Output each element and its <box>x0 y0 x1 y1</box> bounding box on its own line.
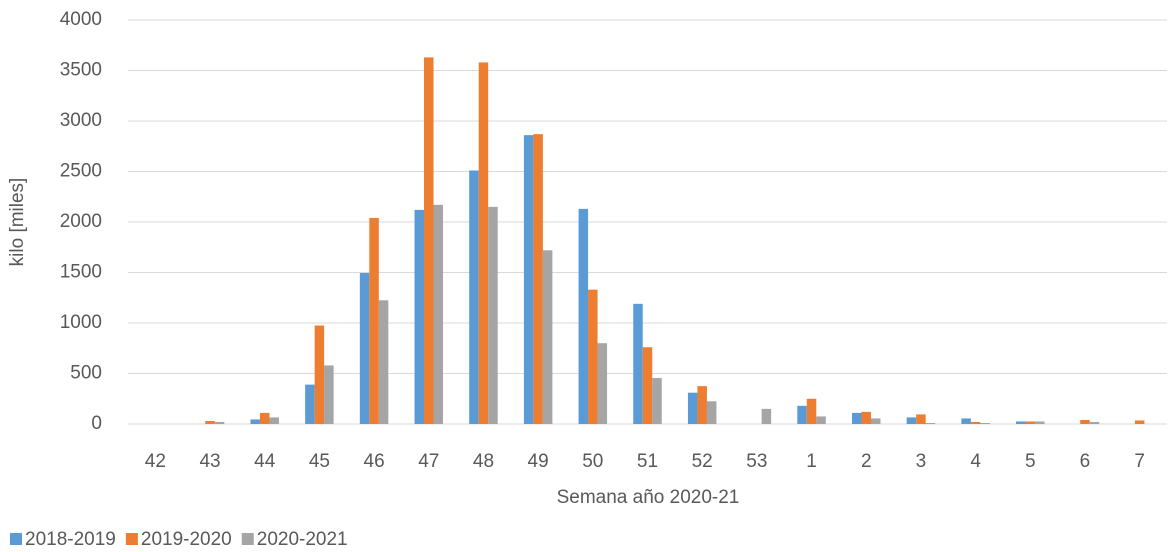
bar <box>478 62 489 425</box>
bar <box>970 421 981 424</box>
x-tick-label: 50 <box>582 451 603 472</box>
bar <box>687 392 698 424</box>
y-tick-label: 3000 <box>60 110 102 131</box>
x-tick-label: 51 <box>637 451 658 472</box>
bar <box>424 57 434 425</box>
bar <box>633 303 643 424</box>
bar <box>906 417 917 424</box>
bar <box>314 325 325 424</box>
bar <box>1016 421 1026 424</box>
y-tick-label: 2000 <box>60 211 102 232</box>
bar <box>861 411 871 424</box>
bar <box>1134 420 1145 424</box>
bar <box>1025 421 1036 424</box>
x-tick-label: 1 <box>806 451 817 472</box>
bar <box>916 414 926 424</box>
x-tick-label: 47 <box>418 451 439 472</box>
bar <box>523 135 534 424</box>
bar <box>305 384 315 424</box>
bar <box>469 170 479 424</box>
bar <box>652 378 662 424</box>
bar <box>980 422 990 424</box>
bar <box>542 250 553 424</box>
bar <box>597 343 608 424</box>
y-tick-label: 1500 <box>60 262 102 283</box>
legend-label: 2018-2019 <box>25 529 116 550</box>
bar <box>761 408 772 424</box>
bar <box>214 421 225 424</box>
x-tick-label: 7 <box>1134 451 1145 472</box>
legend-label: 2020-2021 <box>257 529 348 550</box>
bar <box>250 419 260 424</box>
bar <box>870 418 881 424</box>
x-tick-label: 2 <box>861 451 872 472</box>
y-axis-title: kilo [miles] <box>7 178 28 267</box>
x-tick-label: 5 <box>1025 451 1036 472</box>
x-tick-label: 52 <box>692 451 713 472</box>
bar <box>414 209 425 424</box>
bar <box>578 208 589 424</box>
bar <box>433 204 444 424</box>
x-tick-label: 49 <box>528 451 549 472</box>
y-tick-label: 0 <box>91 413 102 434</box>
bar <box>961 418 971 424</box>
x-tick-label: 3 <box>916 451 927 472</box>
bar <box>706 401 717 424</box>
bar <box>588 289 598 424</box>
bar <box>533 134 543 424</box>
bar <box>806 398 817 424</box>
bar <box>378 300 389 424</box>
bar <box>1089 421 1100 424</box>
y-tick-label: 500 <box>70 363 102 384</box>
y-tick-label: 1000 <box>60 312 102 333</box>
y-tick-label: 4000 <box>60 9 102 30</box>
bar <box>851 412 862 424</box>
bar <box>797 405 807 424</box>
bar <box>925 422 936 424</box>
x-tick-label: 4 <box>970 451 981 472</box>
x-tick-label: 48 <box>473 451 494 472</box>
bar <box>642 347 653 424</box>
x-tick-label: 53 <box>746 451 767 472</box>
bar <box>488 206 498 424</box>
legend-swatch <box>125 533 138 545</box>
x-tick-label: 44 <box>254 451 276 472</box>
bar <box>1080 419 1090 424</box>
legend-swatch <box>10 533 22 545</box>
x-tick-label: 42 <box>145 451 166 472</box>
bar <box>324 365 334 424</box>
legend-label: 2019-2020 <box>141 529 232 550</box>
x-tick-label: 6 <box>1080 451 1091 472</box>
x-axis-title: Semana año 2020-21 <box>557 487 740 508</box>
bar <box>269 417 279 424</box>
y-tick-label: 3500 <box>60 60 102 81</box>
legend-swatch <box>241 533 254 545</box>
bar <box>259 412 270 424</box>
bar <box>816 416 826 424</box>
bar <box>1035 421 1045 424</box>
y-tick-label: 2500 <box>60 161 102 182</box>
x-tick-label: 43 <box>199 451 220 472</box>
bar <box>359 273 370 424</box>
bar <box>697 386 707 424</box>
x-tick-label: 46 <box>364 451 385 472</box>
bar <box>369 217 379 424</box>
bar <box>205 420 215 424</box>
x-tick-label: 45 <box>309 451 330 472</box>
